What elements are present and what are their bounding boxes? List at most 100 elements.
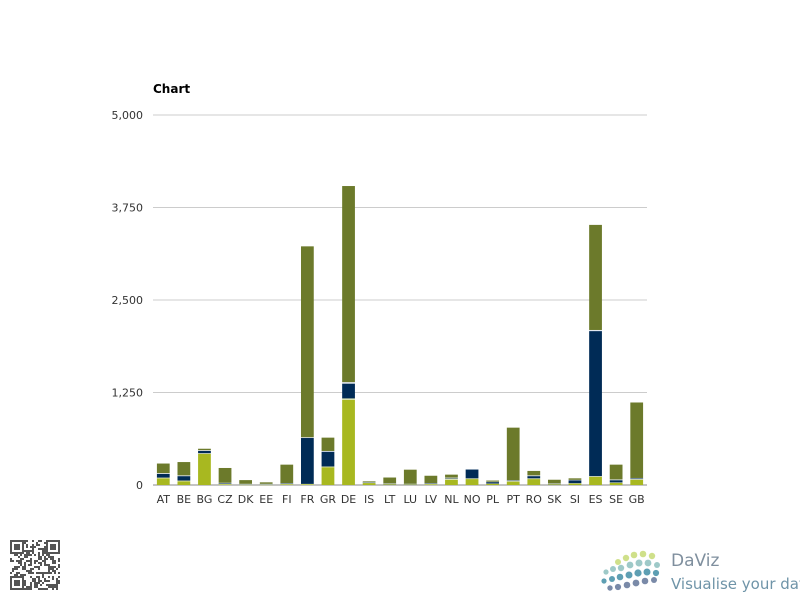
bar-segment[interactable] xyxy=(486,483,500,485)
bar-segment[interactable] xyxy=(177,475,191,477)
bar-segment[interactable] xyxy=(342,383,355,399)
bar-segment[interactable] xyxy=(527,476,541,479)
bar-segment[interactable] xyxy=(259,482,273,484)
bar-segment[interactable] xyxy=(630,402,644,478)
bar-stack-fr[interactable] xyxy=(300,246,314,485)
bar-segment[interactable] xyxy=(630,477,644,479)
bar-segment[interactable] xyxy=(300,483,314,485)
bar-segment[interactable] xyxy=(300,484,314,485)
bar-segment[interactable] xyxy=(527,478,541,480)
bar-segment[interactable] xyxy=(280,483,294,485)
bar-stack-bg[interactable] xyxy=(198,448,211,485)
bar-segment[interactable] xyxy=(527,479,541,485)
bar-stack-be[interactable] xyxy=(177,462,191,485)
bar-stack-si[interactable] xyxy=(568,478,582,485)
bar-segment[interactable] xyxy=(383,483,397,484)
bar-segment[interactable] xyxy=(342,399,355,485)
bar-segment[interactable] xyxy=(630,478,644,480)
bar-segment[interactable] xyxy=(445,478,458,480)
bar-stack-pt[interactable] xyxy=(506,427,520,485)
bar-segment[interactable] xyxy=(589,476,602,485)
bar-segment[interactable] xyxy=(177,476,191,481)
bar-segment[interactable] xyxy=(156,463,170,474)
bar-stack-se[interactable] xyxy=(609,464,623,485)
bar-segment[interactable] xyxy=(342,398,355,400)
bar-segment[interactable] xyxy=(198,450,211,454)
bar-segment[interactable] xyxy=(630,479,644,480)
bar-segment[interactable] xyxy=(342,186,355,383)
bar-segment[interactable] xyxy=(362,481,376,483)
bar-segment[interactable] xyxy=(177,481,191,485)
bar-segment[interactable] xyxy=(527,475,541,477)
qr-code-icon[interactable] xyxy=(10,540,60,590)
bar-segment[interactable] xyxy=(589,476,602,477)
bar-segment[interactable] xyxy=(424,483,438,485)
bar-segment[interactable] xyxy=(177,480,191,482)
bar-stack-ee[interactable] xyxy=(259,482,273,486)
bar-segment[interactable] xyxy=(198,453,211,485)
bar-segment[interactable] xyxy=(589,329,602,332)
bar-segment[interactable] xyxy=(609,480,623,483)
bar-segment[interactable] xyxy=(445,477,458,479)
bar-segment[interactable] xyxy=(218,483,232,485)
bar-segment[interactable] xyxy=(280,484,294,485)
bar-segment[interactable] xyxy=(383,477,397,484)
bar-segment[interactable] xyxy=(198,450,211,451)
bar-segment[interactable] xyxy=(486,481,500,483)
bar-segment[interactable] xyxy=(156,478,170,485)
bar-segment[interactable] xyxy=(486,482,500,484)
bar-segment[interactable] xyxy=(445,479,458,485)
bar-stack-no[interactable] xyxy=(465,469,479,485)
bar-segment[interactable] xyxy=(239,480,253,484)
bar-segment[interactable] xyxy=(486,483,500,485)
bar-segment[interactable] xyxy=(362,482,376,485)
bar-segment[interactable] xyxy=(259,483,273,485)
bar-segment[interactable] xyxy=(300,437,314,439)
daviz-logo[interactable]: DaViz Visualise your data xyxy=(598,548,800,596)
bar-stack-pl[interactable] xyxy=(486,480,500,485)
bar-stack-fi[interactable] xyxy=(280,464,294,485)
bar-segment[interactable] xyxy=(177,462,191,476)
bar-segment[interactable] xyxy=(198,448,211,451)
bar-stack-nl[interactable] xyxy=(445,474,458,485)
bar-stack-sk[interactable] xyxy=(547,479,561,485)
bar-segment[interactable] xyxy=(568,479,582,481)
bar-segment[interactable] xyxy=(445,474,458,478)
bar-stack-gr[interactable] xyxy=(321,437,335,485)
bar-segment[interactable] xyxy=(280,464,294,484)
bar-segment[interactable] xyxy=(547,483,561,484)
bar-segment[interactable] xyxy=(218,482,232,484)
bar-segment[interactable] xyxy=(568,483,582,485)
bar-stack-at[interactable] xyxy=(156,463,170,485)
bar-segment[interactable] xyxy=(506,480,520,482)
bar-segment[interactable] xyxy=(321,467,335,485)
bar-segment[interactable] xyxy=(362,482,376,483)
bar-segment[interactable] xyxy=(300,246,314,438)
bar-segment[interactable] xyxy=(362,482,376,484)
bar-segment[interactable] xyxy=(506,480,520,482)
bar-segment[interactable] xyxy=(465,469,479,479)
bar-segment[interactable] xyxy=(589,331,602,477)
bar-segment[interactable] xyxy=(547,484,561,485)
bar-segment[interactable] xyxy=(321,466,335,468)
bar-stack-cz[interactable] xyxy=(218,467,232,485)
bar-segment[interactable] xyxy=(609,464,623,480)
bar-segment[interactable] xyxy=(465,478,479,480)
bar-segment[interactable] xyxy=(259,484,273,485)
bar-segment[interactable] xyxy=(609,482,623,485)
bar-segment[interactable] xyxy=(486,480,500,482)
bar-segment[interactable] xyxy=(198,453,211,454)
bar-segment[interactable] xyxy=(300,438,314,484)
bar-segment[interactable] xyxy=(280,483,294,484)
bar-segment[interactable] xyxy=(403,483,417,485)
bar-stack-de[interactable] xyxy=(342,186,355,485)
bar-segment[interactable] xyxy=(506,480,520,481)
bar-segment[interactable] xyxy=(218,484,232,485)
bar-segment[interactable] xyxy=(342,382,355,384)
bar-segment[interactable] xyxy=(321,450,335,452)
bar-segment[interactable] xyxy=(218,483,232,484)
bar-segment[interactable] xyxy=(547,484,561,485)
bar-segment[interactable] xyxy=(568,480,582,484)
bar-segment[interactable] xyxy=(383,484,397,485)
bar-segment[interactable] xyxy=(630,479,644,485)
